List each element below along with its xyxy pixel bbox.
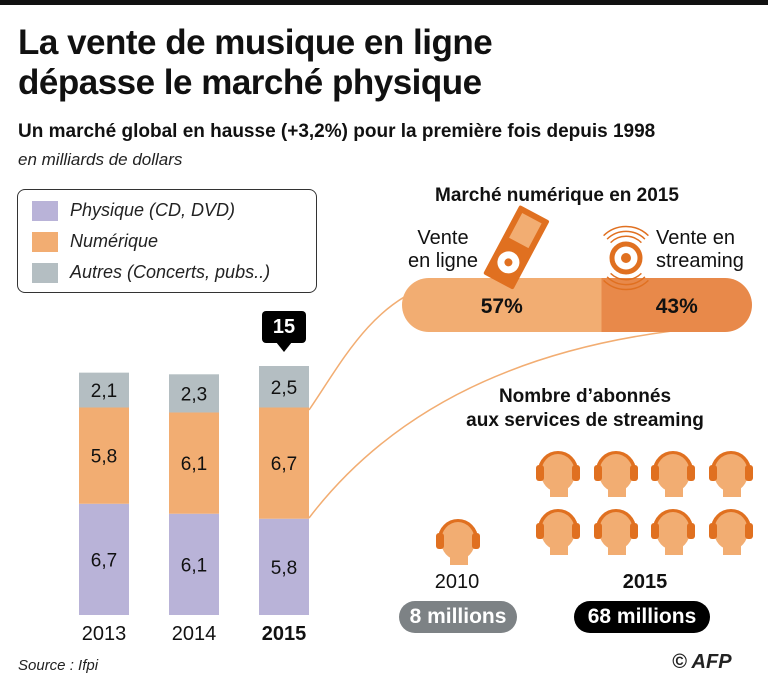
headphones-head-icon [536,451,580,497]
streaming-sales-label: Vente en streaming [656,227,744,272]
headphones-head-icon [536,509,580,555]
headphones-head-icon [709,451,753,497]
bar-label: 2,5 [271,378,297,399]
segment-percent: 43% [656,295,698,318]
subscribers-2010-badge: 8 millions [399,601,517,633]
subtitle: Un marché global en hausse (+3,2%) pour … [18,121,656,142]
bar-segment-2013-1 [79,407,129,504]
bar-segment-2014-1 [169,412,219,514]
legend-item-numerique: Numérique [32,231,158,252]
bar-label: 6,7 [91,550,117,571]
segment-percent: 57% [481,295,523,318]
music-player-icon [483,205,550,290]
x-tick-2014: 2014 [171,623,217,645]
headphones-head-icon [436,519,480,565]
year-2015: 2015 [622,571,668,593]
bar-label: 6,1 [181,454,207,475]
year-2010: 2010 [434,571,480,593]
unit-label: en milliards de dollars [18,150,183,169]
bar-label: 2,1 [91,381,117,402]
bar-segment-2015-2 [259,366,309,408]
speaker-icon [603,225,649,291]
bar-label: 6,7 [271,454,297,475]
stacked-bar-chart: 6,7 5,8 2,1 6,1 6,1 2,3 5,8 6,7 2,5 57% 43% [79,205,753,615]
x-tick-2013: 2013 [81,623,127,645]
subscribers-title: Nombre d’abonnés aux services de streamin… [466,386,704,431]
headphones-head-icon [651,451,695,497]
headphones-head-icon [651,509,695,555]
total-callout: 15 [262,311,306,343]
legend: Physique (CD, DVD) Numérique Autres (Con… [17,189,317,293]
headphones-head-icon [594,451,638,497]
callout-pointer [276,342,292,352]
x-tick-2015: 2015 [261,623,307,645]
bar-segment-2013-2 [79,372,129,408]
source: Source : Ifpi [18,657,99,674]
bar-segment-2015-0 [259,518,309,615]
connector-line [308,326,711,519]
digital-market-title: Marché numérique en 2015 [435,185,679,206]
bar-label: 5,8 [91,447,117,468]
legend-item-autres: Autres (Concerts, pubs..) [32,262,270,283]
afp-logo: © AFP [672,651,732,673]
headphones-head-icon [709,509,753,555]
bar-label: 2,3 [181,384,207,405]
legend-item-physique: Physique (CD, DVD) [32,200,235,221]
bar-segment-2013-0 [79,503,129,615]
subscribers-2015-badge: 68 millions [574,601,710,633]
page-title: La vente de musique en ligne dépasse le m… [18,23,493,102]
bar-segment-2014-2 [169,374,219,413]
bar-label: 5,8 [271,558,297,579]
bar-segment-2015-1 [259,407,309,519]
bar-segment-2014-0 [169,513,219,615]
headphones-head-icon [594,509,638,555]
segment-streaming [601,278,752,332]
bar-label: 6,1 [181,555,207,576]
online-sales-label: Vente en ligne [407,227,479,272]
segment-online [402,278,602,332]
